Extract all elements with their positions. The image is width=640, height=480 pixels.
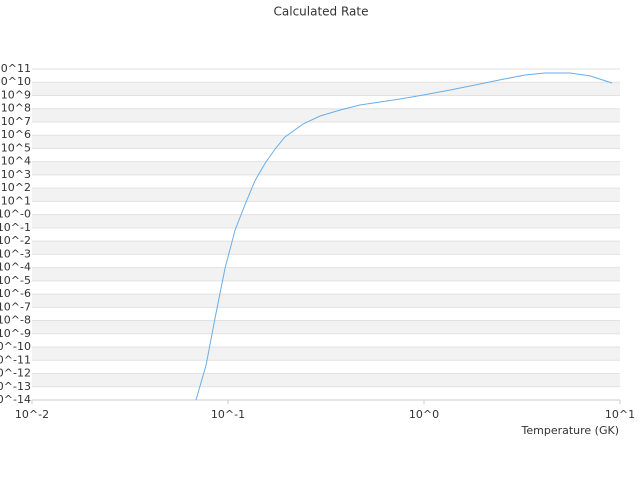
grid-band <box>32 241 620 255</box>
y-tick-label: 10^2 <box>1 181 31 194</box>
grid-band <box>32 320 620 334</box>
grid-band <box>32 188 620 202</box>
line <box>195 72 613 401</box>
x-tick-label: 10^-1 <box>211 408 245 421</box>
y-tick-label: 10^-13 <box>0 380 31 393</box>
chart-title: Calculated Rate <box>274 5 369 19</box>
y-tick-label: 10^-6 <box>0 287 31 300</box>
grid-band <box>32 135 620 149</box>
y-tick-label: 10^11 <box>0 62 31 75</box>
y-tick-label: 10^-2 <box>0 234 31 247</box>
y-tick-label: 10^-11 <box>0 353 31 366</box>
y-tick-label: 10^-1 <box>0 221 31 234</box>
grid-band <box>32 161 620 175</box>
y-tick-label: 10^10 <box>0 75 31 88</box>
y-tick-label: 10^-12 <box>0 367 31 380</box>
grid-band <box>32 347 620 361</box>
grid-band <box>32 373 620 387</box>
grid-band <box>32 214 620 228</box>
y-tick-label: 10^-9 <box>0 327 31 340</box>
y-tick-label: 10^3 <box>1 168 31 181</box>
y-tick-label: 10^5 <box>1 141 31 154</box>
y-tick-label: 10^7 <box>1 115 31 128</box>
grid-band <box>32 82 620 96</box>
y-tick-label: 10^-8 <box>0 314 31 327</box>
y-tick-label: 10^8 <box>1 102 31 115</box>
y-tick-label: 10^1 <box>1 194 31 207</box>
y-tick-label: 10^-7 <box>0 300 31 313</box>
grid-band <box>32 267 620 281</box>
y-tick-label: 10^-0 <box>0 208 31 221</box>
y-tick-label: 10^-10 <box>0 340 31 353</box>
y-tick-label: 10^4 <box>1 155 31 168</box>
y-tick-label: 10^6 <box>1 128 31 141</box>
x-tick-label: 10^0 <box>409 408 439 421</box>
y-tick-label: 10^-14 <box>0 393 31 406</box>
y-tick-label: 10^9 <box>1 88 31 101</box>
x-axis-label: Temperature (GK) <box>521 424 620 437</box>
x-tick-label: 10^-2 <box>15 408 49 421</box>
y-tick-label: 10^-5 <box>0 274 31 287</box>
y-tick-label: 10^-4 <box>0 261 31 274</box>
grid-band <box>32 108 620 122</box>
grid-band <box>32 294 620 308</box>
y-tick-label: 10^-3 <box>0 247 31 260</box>
x-tick-label: 10^1 <box>605 408 635 421</box>
